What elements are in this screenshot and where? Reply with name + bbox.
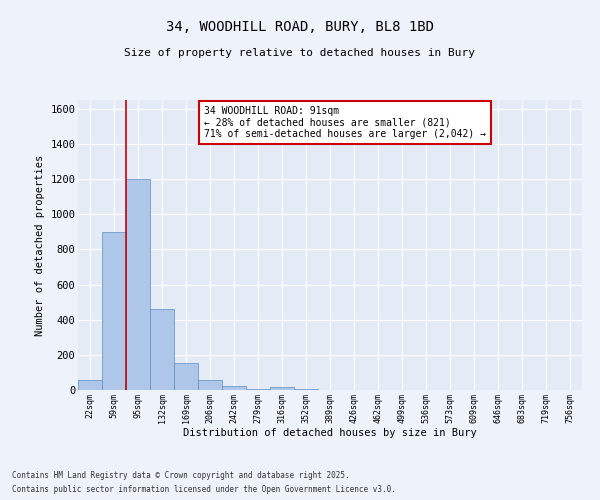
Bar [150,309,174,390]
Bar [102,232,126,390]
Bar [246,389,270,390]
Text: 34, WOODHILL ROAD, BURY, BL8 1BD: 34, WOODHILL ROAD, BURY, BL8 1BD [166,20,434,34]
Text: Contains HM Land Registry data © Crown copyright and database right 2025.: Contains HM Land Registry data © Crown c… [12,470,350,480]
X-axis label: Distribution of detached houses by size in Bury: Distribution of detached houses by size … [183,428,477,438]
Bar [270,388,294,390]
Bar [126,179,150,390]
Text: 34 WOODHILL ROAD: 91sqm
← 28% of detached houses are smaller (821)
71% of semi-d: 34 WOODHILL ROAD: 91sqm ← 28% of detache… [204,106,486,139]
Text: Size of property relative to detached houses in Bury: Size of property relative to detached ho… [125,48,476,58]
Y-axis label: Number of detached properties: Number of detached properties [35,154,44,336]
Bar [222,386,246,390]
Text: Contains public sector information licensed under the Open Government Licence v3: Contains public sector information licen… [12,486,396,494]
Bar [294,389,318,390]
Bar [198,380,222,390]
Bar [174,363,198,390]
Bar [78,380,102,390]
